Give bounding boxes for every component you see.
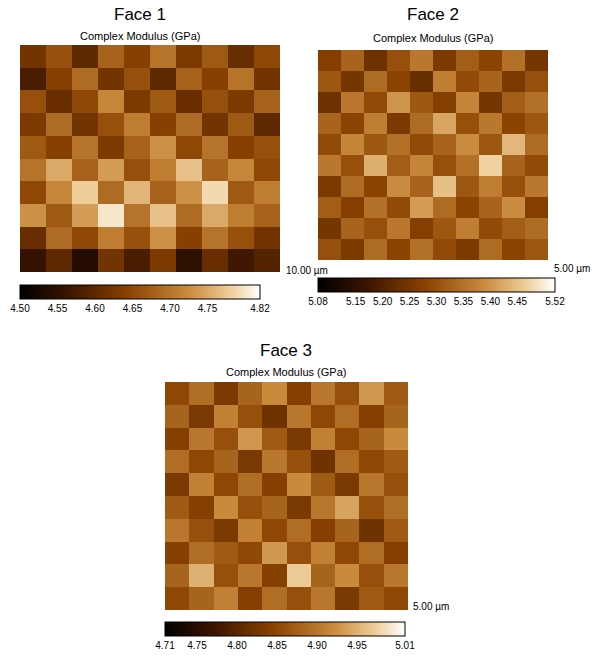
- svg-text:4.75: 4.75: [187, 640, 207, 651]
- svg-text:Face 3: Face 3: [260, 341, 312, 360]
- svg-text:4.95: 4.95: [347, 640, 367, 651]
- svg-text:5.30: 5.30: [427, 296, 447, 307]
- svg-text:5.08: 5.08: [308, 296, 328, 307]
- svg-text:4.50: 4.50: [10, 303, 30, 314]
- svg-text:Complex Modulus (GPa): Complex Modulus (GPa): [373, 32, 493, 44]
- svg-text:5.40: 5.40: [481, 296, 501, 307]
- svg-text:4.65: 4.65: [123, 303, 143, 314]
- svg-text:5.00 µm: 5.00 µm: [554, 263, 590, 274]
- svg-text:5.01: 5.01: [395, 640, 415, 651]
- svg-text:4.55: 4.55: [48, 303, 68, 314]
- svg-text:Face 1: Face 1: [114, 5, 166, 24]
- svg-text:4.85: 4.85: [267, 640, 287, 651]
- svg-text:5.20: 5.20: [373, 296, 393, 307]
- svg-text:4.75: 4.75: [198, 303, 218, 314]
- svg-text:Complex Modulus (GPa): Complex Modulus (GPa): [80, 30, 200, 42]
- svg-text:4.70: 4.70: [160, 303, 180, 314]
- svg-text:4.90: 4.90: [307, 640, 327, 651]
- svg-text:5.45: 5.45: [508, 296, 528, 307]
- svg-text:4.82: 4.82: [250, 303, 270, 314]
- svg-text:5.00 µm: 5.00 µm: [413, 601, 449, 612]
- svg-text:4.80: 4.80: [227, 640, 247, 651]
- svg-text:5.52: 5.52: [545, 296, 565, 307]
- svg-text:4.71: 4.71: [155, 640, 175, 651]
- svg-text:5.25: 5.25: [400, 296, 420, 307]
- svg-text:5.15: 5.15: [346, 296, 366, 307]
- svg-text:10.00 µm: 10.00 µm: [286, 265, 328, 276]
- svg-text:5.35: 5.35: [454, 296, 474, 307]
- svg-text:Complex Modulus (GPa): Complex Modulus (GPa): [226, 366, 346, 378]
- svg-text:4.60: 4.60: [85, 303, 105, 314]
- svg-text:Face 2: Face 2: [407, 5, 459, 24]
